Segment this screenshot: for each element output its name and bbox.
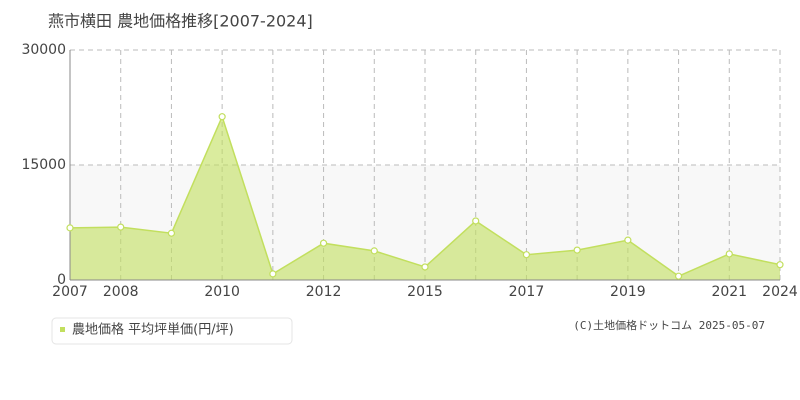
point bbox=[776, 261, 784, 269]
y-tick-label: 30000 bbox=[21, 42, 66, 58]
x-tick-label: 2017 bbox=[509, 284, 545, 300]
legend-label: 農地価格 平均坪単価(円/坪) bbox=[72, 322, 234, 338]
legend bbox=[51, 317, 293, 345]
point bbox=[573, 246, 581, 254]
point bbox=[522, 251, 531, 259]
x-tick-label: 2015 bbox=[407, 284, 443, 300]
point bbox=[66, 224, 74, 232]
point bbox=[370, 247, 378, 255]
x-tick-label: 2019 bbox=[610, 284, 646, 300]
x-tick-label: 2007 bbox=[52, 284, 88, 300]
area bbox=[70, 116, 780, 280]
point bbox=[725, 250, 733, 258]
y-tick-label: 15000 bbox=[21, 157, 66, 173]
x-tick-label: 2024 bbox=[762, 284, 798, 300]
y-tick-label: 0 bbox=[57, 272, 66, 288]
chart-title: 燕市横田 農地価格推移[2007-2024] bbox=[48, 12, 313, 31]
point bbox=[319, 239, 328, 247]
point bbox=[674, 272, 683, 280]
point bbox=[269, 270, 277, 278]
plot-area: 2007 2008 2010 2012 2015 2017 2019 2021 2024 0 150… bbox=[21, 42, 797, 300]
point bbox=[117, 223, 125, 231]
x-tick-label: 2012 bbox=[306, 284, 342, 300]
point bbox=[421, 263, 429, 271]
legend-swatch bbox=[60, 327, 65, 332]
point bbox=[167, 229, 176, 237]
point bbox=[218, 113, 226, 121]
credit: (C)土地価格ドットコム 2025-05-07 bbox=[573, 318, 765, 332]
point bbox=[472, 217, 480, 225]
x-tick-label: 2021 bbox=[711, 284, 747, 300]
x-tick-label: 2008 bbox=[103, 284, 139, 300]
x-tick-label: 2010 bbox=[204, 284, 240, 300]
point bbox=[624, 236, 632, 244]
